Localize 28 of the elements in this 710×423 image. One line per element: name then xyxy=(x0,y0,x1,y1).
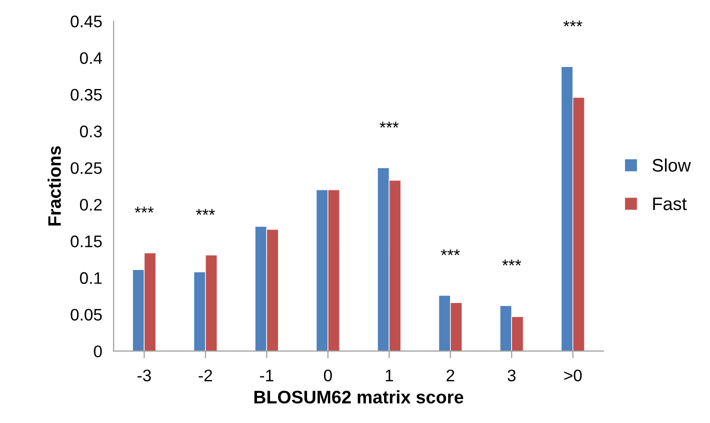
x-tick-label: 1 xyxy=(386,370,393,382)
x-tick-label: -2 xyxy=(198,370,212,382)
x-axis-title: BLOSUM62 matrix score xyxy=(254,390,464,404)
y-tick-label: 0.15 xyxy=(70,236,102,248)
y-tick-label: 0.1 xyxy=(80,272,102,284)
x-tick-label: -3 xyxy=(138,370,151,382)
y-tick-label: 0.2 xyxy=(80,198,102,211)
y-tick-label: 0.4 xyxy=(80,52,102,64)
x-tick-label: 2 xyxy=(446,370,454,382)
y-axis-title: Fractions xyxy=(48,146,61,226)
annotation: *** xyxy=(134,206,154,213)
annotation: *** xyxy=(380,122,399,128)
x-tick-label: -1 xyxy=(260,370,274,382)
legend-label: Slow xyxy=(652,158,691,172)
legend-label: Fast xyxy=(653,198,687,210)
y-tick-label: 0.25 xyxy=(70,162,102,174)
y-tick-label: 0.45 xyxy=(70,16,102,28)
x-tick-label: 0 xyxy=(324,370,332,382)
y-tick-label: 0.3 xyxy=(80,126,102,138)
annotation: *** xyxy=(502,260,522,266)
x-tick-label: >0 xyxy=(564,370,582,382)
annotation: *** xyxy=(563,20,582,26)
annotation: *** xyxy=(440,249,460,256)
y-tick-label: 0 xyxy=(94,345,102,358)
y-tick-label: 0.35 xyxy=(70,88,102,101)
y-tick-label: 0.05 xyxy=(70,308,102,321)
annotation: *** xyxy=(196,208,215,215)
x-tick-label: 3 xyxy=(508,370,516,382)
